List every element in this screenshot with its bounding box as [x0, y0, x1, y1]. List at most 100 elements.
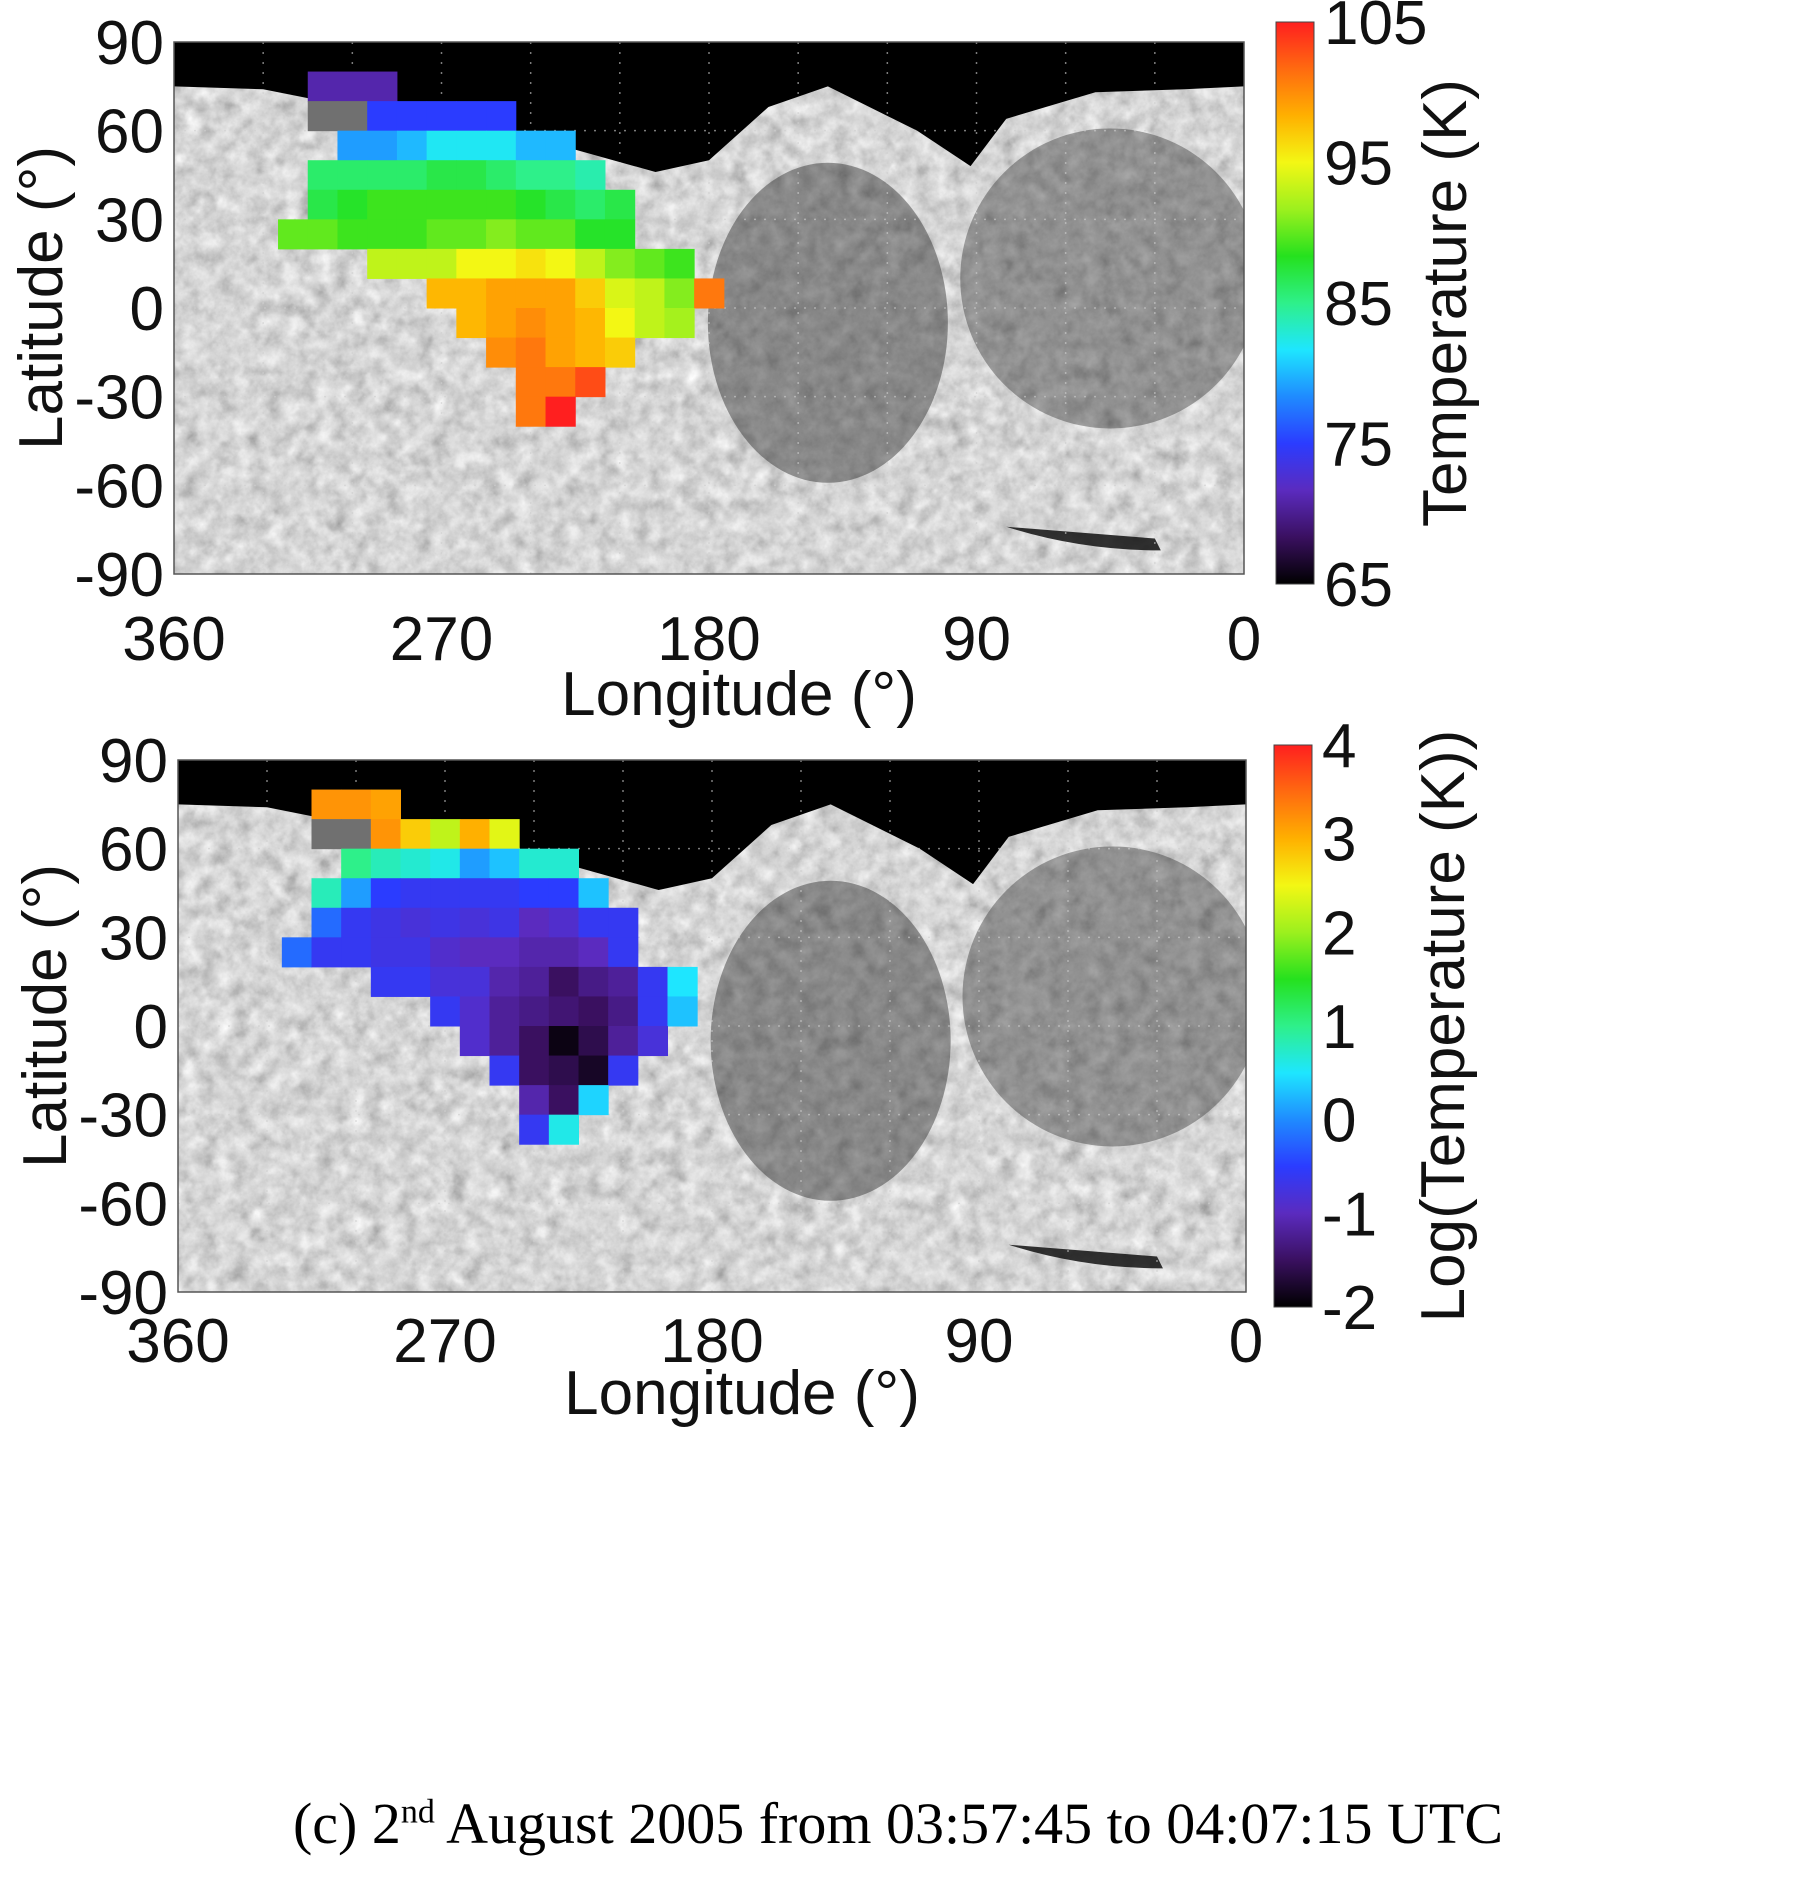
heatmap-cell — [515, 189, 547, 220]
y-tick-label: 0 — [134, 993, 168, 1062]
heatmap-cell — [456, 308, 487, 339]
y-tick-label: -60 — [78, 1170, 168, 1239]
heatmap-cell — [548, 1085, 579, 1116]
heatmap-cell — [604, 189, 636, 220]
heatmap-cell — [370, 907, 401, 938]
heatmap-cell — [341, 789, 372, 820]
heatmap-cell — [515, 278, 547, 309]
heatmap-cell — [604, 278, 636, 309]
heatmap-cell — [367, 219, 398, 250]
y-tick-label: 30 — [95, 186, 164, 255]
x-axis-label: Longitude (°) — [564, 1359, 920, 1428]
heatmap-cell — [341, 907, 372, 938]
heatmap-cell — [578, 1055, 609, 1086]
heatmap-cell — [519, 848, 550, 879]
heatmap-cell — [337, 189, 368, 220]
heatmap-cell — [396, 219, 428, 250]
heatmap-cell — [519, 1085, 550, 1116]
heatmap-cell — [515, 248, 547, 279]
heatmap-cell — [519, 1055, 550, 1086]
grid — [174, 42, 1244, 574]
heatmap-cell — [519, 907, 550, 938]
y-tick-label: -30 — [74, 364, 164, 433]
heatmap-cell — [430, 878, 461, 909]
colorbar — [1273, 744, 1313, 1308]
heatmap-cell — [337, 71, 368, 102]
y-tick-label: -30 — [78, 1082, 168, 1151]
heatmap-cell — [367, 160, 398, 191]
heatmap-cell — [545, 248, 576, 279]
colorbar-tick-label: 75 — [1324, 411, 1393, 480]
heatmap-cell — [608, 907, 639, 938]
heatmap-cell — [575, 219, 606, 250]
heatmap-cell — [486, 308, 517, 339]
x-tick-label: 0 — [1229, 1307, 1263, 1376]
heatmap-cell — [575, 367, 606, 398]
x-tick-label: 0 — [1227, 605, 1261, 674]
heatmap-cell — [578, 878, 609, 909]
colorbar-tick-label: 3 — [1322, 806, 1356, 875]
heatmap-cell — [489, 1055, 520, 1086]
heatmap-cell — [575, 248, 606, 279]
colorbar-tick-label: 105 — [1324, 0, 1427, 58]
heatmap-cell — [548, 966, 579, 997]
heatmap-cell — [459, 937, 490, 968]
heatmap-cell — [637, 966, 668, 997]
heatmap-cell — [548, 996, 579, 1027]
heatmap-cell — [456, 189, 487, 220]
heatmap-cell — [459, 966, 490, 997]
heatmap-cell — [548, 1026, 579, 1057]
heatmap-cell — [519, 966, 550, 997]
heatmap-cell — [311, 789, 342, 820]
heatmap-cell — [545, 189, 576, 220]
heatmap-cell — [575, 278, 606, 309]
colorbar-tick-label: 65 — [1324, 551, 1393, 620]
heatmap-cell — [548, 1114, 579, 1145]
heatmap-cell — [426, 130, 457, 161]
heatmap-cell — [664, 278, 695, 309]
x-axis-label: Longitude (°) — [561, 660, 917, 729]
heatmap-cell — [578, 937, 609, 968]
caption-superscript: nd — [400, 1793, 435, 1831]
heatmap-cell — [278, 219, 309, 250]
heatmap-cells — [281, 789, 698, 1145]
heatmap-cell — [456, 160, 487, 191]
heatmap-cell — [519, 1114, 550, 1145]
heatmap-cell — [664, 248, 695, 279]
heatmap-cell — [370, 878, 401, 909]
heatmap-cell — [341, 848, 372, 879]
heatmap-cell — [311, 819, 342, 850]
heatmap-cell — [426, 101, 457, 132]
heatmap-cell — [367, 71, 398, 102]
heatmap-cell — [515, 160, 547, 191]
heatmap-cell — [370, 848, 401, 879]
heatmap-cell — [545, 278, 576, 309]
colorbar-tick-label: 1 — [1322, 993, 1356, 1062]
colorbar-tick-label: 2 — [1322, 899, 1356, 968]
heatmap-cell — [486, 219, 517, 250]
heatmap-cell — [426, 248, 457, 279]
heatmap-cell — [370, 937, 401, 968]
heatmap-cell — [489, 907, 520, 938]
heatmap-cell — [400, 966, 431, 997]
heatmap-cell — [604, 219, 636, 250]
heatmap-cell — [608, 937, 639, 968]
heatmap-cell — [515, 308, 547, 339]
heatmap-cell — [400, 848, 431, 879]
heatmap-cell — [400, 878, 431, 909]
heatmap-cell — [459, 996, 490, 1027]
x-tick-label: 180 — [657, 605, 760, 674]
x-tick-label: 180 — [660, 1307, 763, 1376]
heatmap-cell — [489, 996, 520, 1027]
heatmap-cell — [430, 907, 461, 938]
heatmap-cell — [548, 937, 579, 968]
heatmap-cell — [426, 189, 457, 220]
heatmap-cell — [341, 937, 372, 968]
x-tick-label: 360 — [126, 1307, 229, 1376]
heatmap-cell — [459, 848, 490, 879]
heatmap-cell — [456, 101, 487, 132]
y-tick-label: 30 — [99, 904, 168, 973]
heatmap-cell — [545, 367, 576, 398]
